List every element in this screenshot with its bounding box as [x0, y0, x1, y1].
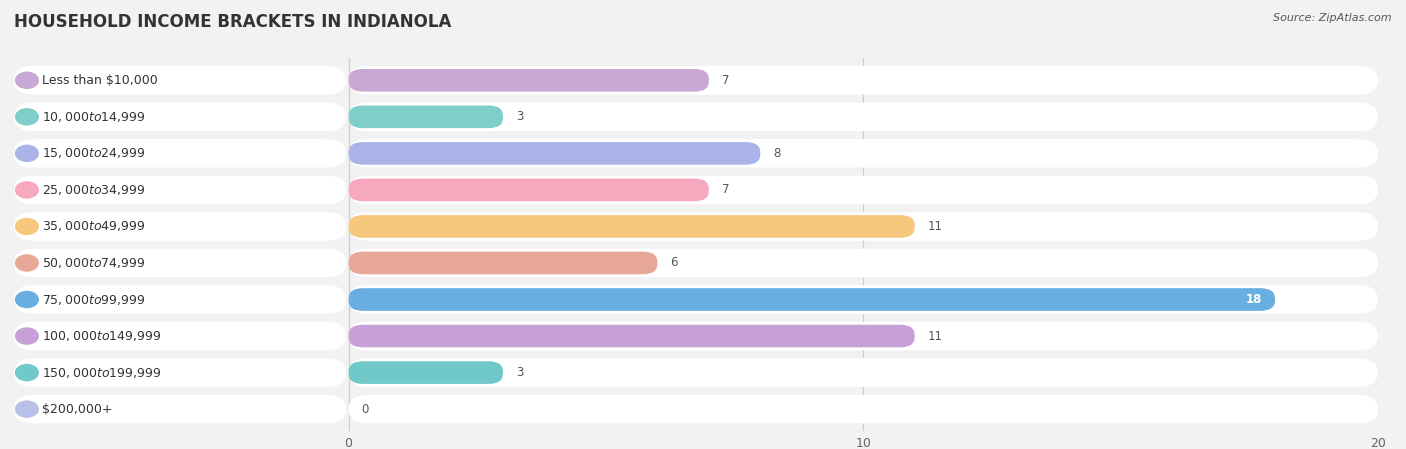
FancyBboxPatch shape [349, 358, 1378, 387]
Text: $75,000 to $99,999: $75,000 to $99,999 [42, 292, 146, 307]
Text: $150,000 to $199,999: $150,000 to $199,999 [42, 365, 162, 379]
FancyBboxPatch shape [349, 288, 1275, 311]
FancyBboxPatch shape [349, 212, 1378, 241]
Circle shape [15, 72, 38, 88]
Text: 11: 11 [928, 330, 942, 343]
FancyBboxPatch shape [349, 285, 1378, 314]
FancyBboxPatch shape [349, 395, 1378, 423]
FancyBboxPatch shape [349, 69, 709, 92]
Text: Source: ZipAtlas.com: Source: ZipAtlas.com [1274, 13, 1392, 23]
Text: $200,000+: $200,000+ [42, 403, 112, 416]
FancyBboxPatch shape [349, 66, 1378, 95]
Circle shape [15, 182, 38, 198]
Text: $10,000 to $14,999: $10,000 to $14,999 [42, 110, 146, 124]
Text: 0: 0 [361, 403, 368, 416]
Circle shape [15, 145, 38, 161]
FancyBboxPatch shape [349, 102, 1378, 131]
Text: $35,000 to $49,999: $35,000 to $49,999 [42, 220, 146, 233]
FancyBboxPatch shape [14, 322, 346, 350]
Text: 3: 3 [516, 366, 523, 379]
FancyBboxPatch shape [349, 139, 1378, 167]
Text: 8: 8 [773, 147, 780, 160]
Text: $15,000 to $24,999: $15,000 to $24,999 [42, 146, 146, 160]
Text: $50,000 to $74,999: $50,000 to $74,999 [42, 256, 146, 270]
Text: Less than $10,000: Less than $10,000 [42, 74, 157, 87]
FancyBboxPatch shape [349, 215, 915, 238]
Text: 7: 7 [721, 74, 730, 87]
FancyBboxPatch shape [14, 395, 346, 423]
FancyBboxPatch shape [14, 285, 346, 314]
Circle shape [15, 218, 38, 234]
Text: $25,000 to $34,999: $25,000 to $34,999 [42, 183, 146, 197]
Text: 3: 3 [516, 110, 523, 123]
FancyBboxPatch shape [349, 142, 761, 165]
FancyBboxPatch shape [349, 179, 709, 201]
FancyBboxPatch shape [349, 249, 1378, 277]
FancyBboxPatch shape [14, 176, 346, 204]
FancyBboxPatch shape [14, 139, 346, 167]
FancyBboxPatch shape [14, 249, 346, 277]
FancyBboxPatch shape [14, 212, 346, 241]
FancyBboxPatch shape [14, 102, 346, 131]
Circle shape [15, 291, 38, 308]
Circle shape [15, 109, 38, 125]
FancyBboxPatch shape [14, 66, 346, 95]
FancyBboxPatch shape [349, 176, 1378, 204]
Circle shape [15, 255, 38, 271]
FancyBboxPatch shape [349, 361, 503, 384]
FancyBboxPatch shape [349, 106, 503, 128]
Circle shape [15, 365, 38, 381]
Text: 18: 18 [1246, 293, 1263, 306]
FancyBboxPatch shape [349, 325, 915, 348]
FancyBboxPatch shape [349, 322, 1378, 350]
Circle shape [15, 328, 38, 344]
Text: 7: 7 [721, 183, 730, 196]
Circle shape [15, 401, 38, 417]
Text: $100,000 to $149,999: $100,000 to $149,999 [42, 329, 162, 343]
FancyBboxPatch shape [14, 358, 346, 387]
Text: HOUSEHOLD INCOME BRACKETS IN INDIANOLA: HOUSEHOLD INCOME BRACKETS IN INDIANOLA [14, 13, 451, 31]
Text: 11: 11 [928, 220, 942, 233]
Text: 6: 6 [671, 256, 678, 269]
FancyBboxPatch shape [349, 251, 658, 274]
